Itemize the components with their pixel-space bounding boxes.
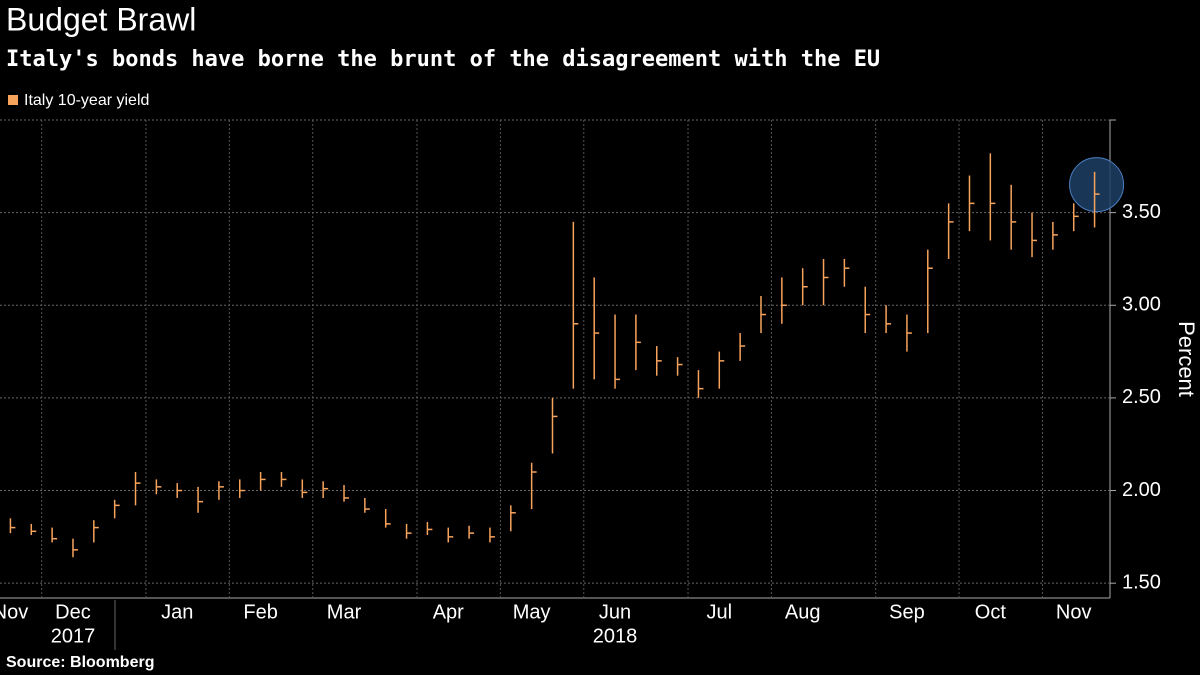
x-tick-label: Nov xyxy=(1056,601,1092,623)
x-tick-label: Jul xyxy=(707,601,733,623)
y-tick-label: 2.00 xyxy=(1122,479,1161,501)
x-year-label: 2018 xyxy=(593,625,638,647)
x-tick-label: Apr xyxy=(433,601,464,623)
y-tick-label: 3.50 xyxy=(1122,201,1161,223)
x-tick-label: Dec xyxy=(55,601,91,623)
x-tick-label: May xyxy=(513,601,551,623)
x-tick-label: Aug xyxy=(785,601,821,623)
chart-title: Budget Brawl xyxy=(6,1,196,37)
x-tick-label: Feb xyxy=(243,601,277,623)
x-tick-label: Jun xyxy=(599,601,631,623)
y-tick-label: 3.00 xyxy=(1122,294,1161,316)
x-tick-label: Nov xyxy=(0,601,28,623)
legend-label: Italy 10-year yield xyxy=(24,92,149,109)
x-tick-label: Sep xyxy=(889,601,925,623)
x-tick-label: Mar xyxy=(327,601,362,623)
highlight-circle xyxy=(1069,157,1125,213)
y-tick-label: 2.50 xyxy=(1122,386,1161,408)
legend-swatch xyxy=(8,95,18,105)
x-tick-label: Oct xyxy=(975,601,1007,623)
x-year-label: 2017 xyxy=(51,625,96,647)
y-axis-label: Percent xyxy=(1174,321,1199,397)
source: Source: Bloomberg xyxy=(6,654,154,671)
chart-subtitle: Italy's bonds have borne the brunt of th… xyxy=(6,47,880,72)
y-tick-label: 1.50 xyxy=(1122,571,1161,593)
x-tick-label: Jan xyxy=(161,601,193,623)
